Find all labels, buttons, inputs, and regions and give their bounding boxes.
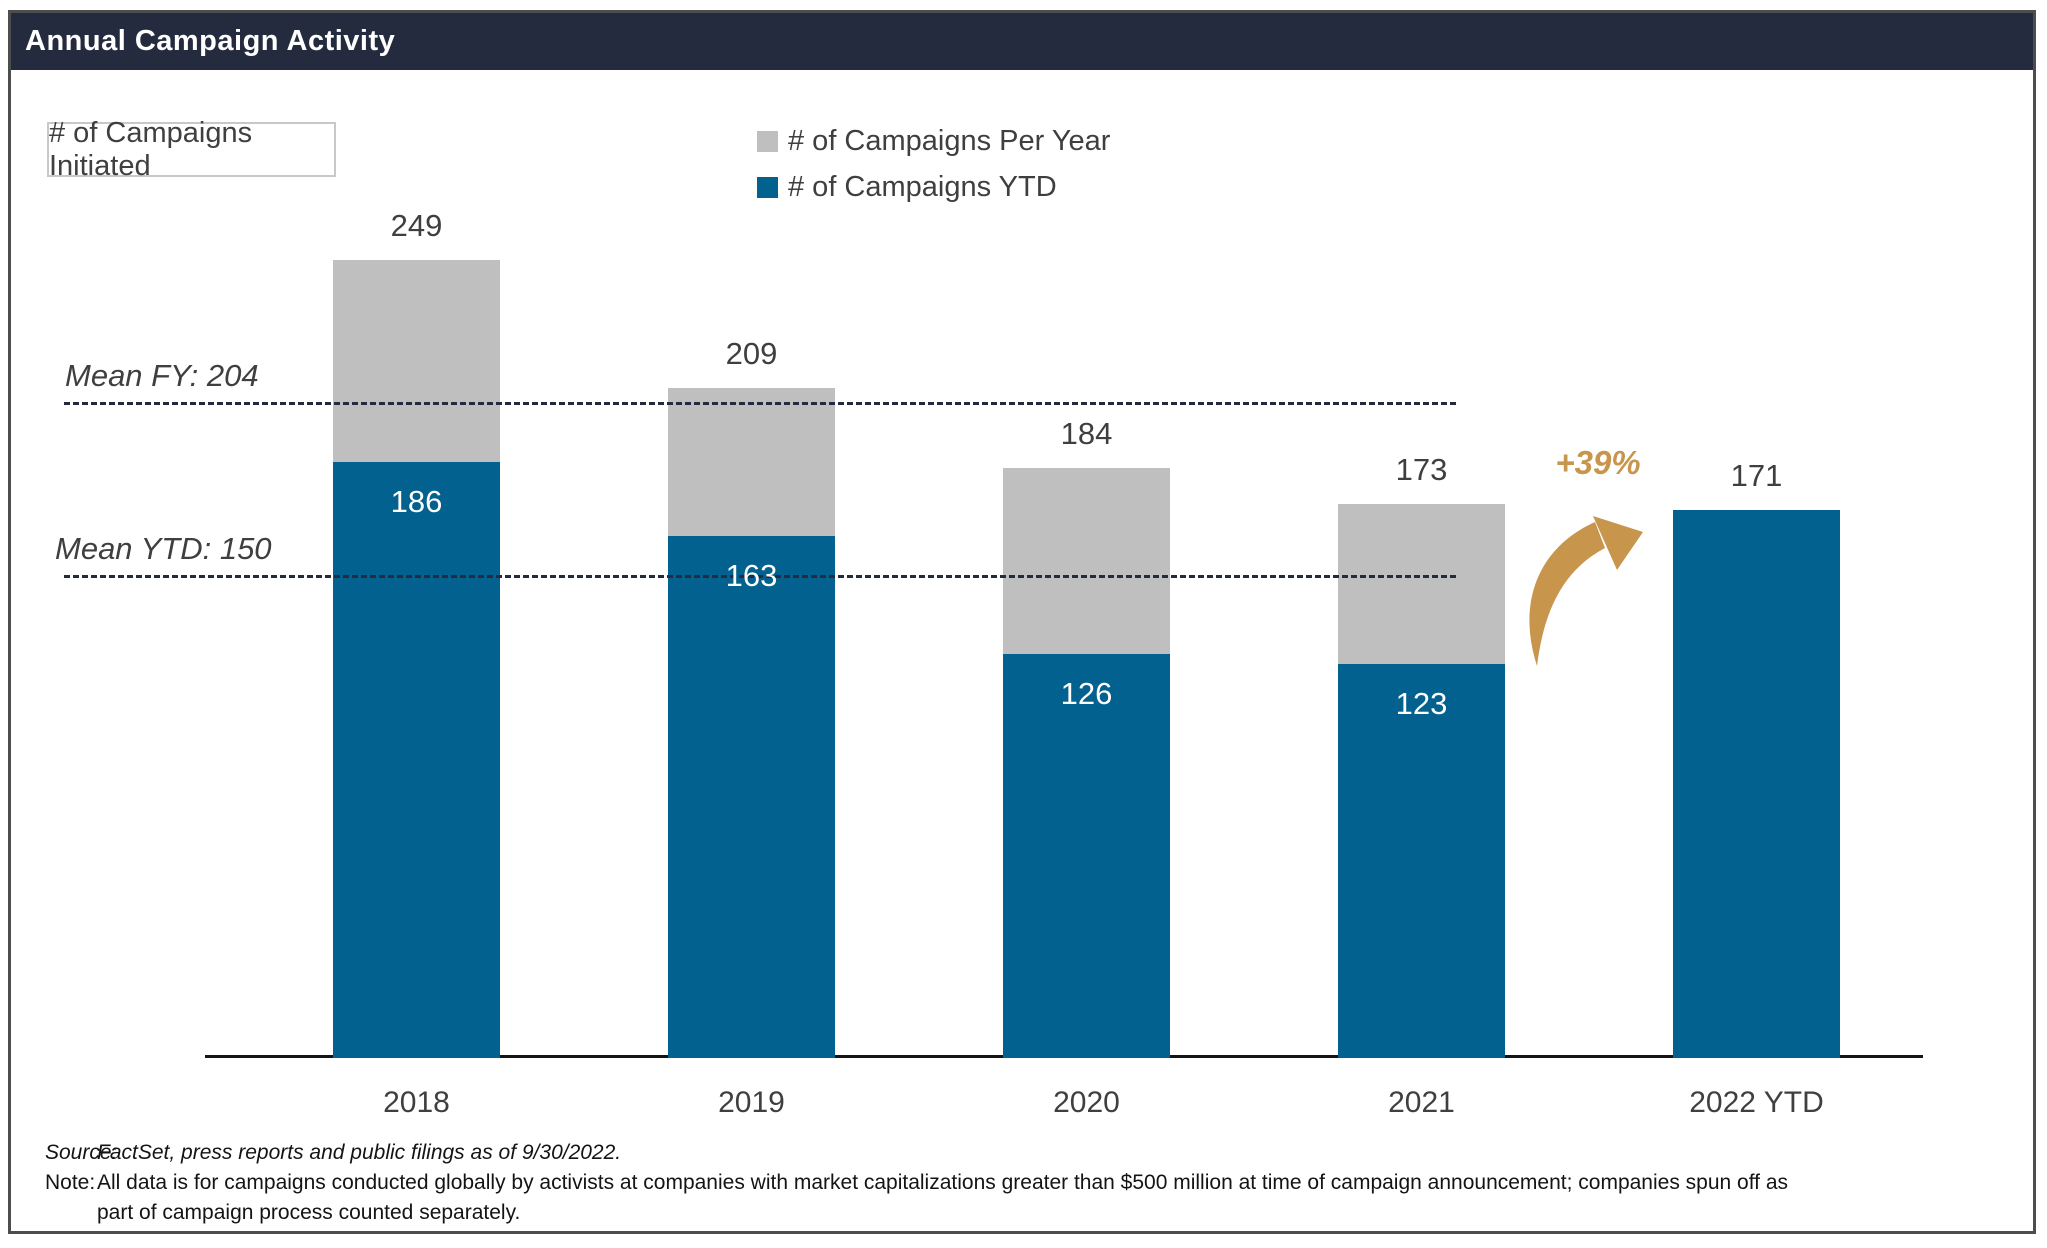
growth-arrow-icon	[1505, 486, 1665, 671]
note-label: Note:	[45, 1171, 96, 1194]
bar-total-label-2020: 184	[1060, 416, 1113, 452]
chart-units-box: # of Campaigns Initiated	[47, 117, 336, 182]
category-label-2019: 2019	[718, 1086, 785, 1119]
bar-fy-segment-2021	[1338, 503, 1505, 664]
bar-ytd-label-2021: 123	[1395, 685, 1448, 721]
source-label: Source:	[45, 1141, 118, 1164]
bar-ytd-segment-2022 YTD	[1673, 509, 1840, 1058]
mean-fy-label: Mean FY: 204	[65, 358, 259, 394]
source-text: FactSet, press reports and public filing…	[97, 1141, 622, 1164]
category-label-2021: 2021	[1388, 1086, 1455, 1119]
note-spacer	[45, 1198, 97, 1228]
bar-ytd-segment-2018	[333, 461, 500, 1058]
bar-total-label-2021: 173	[1395, 451, 1448, 487]
note-text-line-1: All data is for campaigns conducted glob…	[97, 1171, 1789, 1194]
chart-units-label: # of Campaigns Initiated	[49, 116, 253, 182]
legend-swatch-per-year-icon	[757, 130, 778, 152]
bar-ytd-label-2018: 186	[390, 483, 443, 519]
legend-item-ytd: # of Campaigns YTD	[757, 170, 1110, 203]
mean-fy-line	[64, 402, 1456, 406]
footer-notes: Source: FactSet, press reports and publi…	[45, 1138, 1788, 1228]
legend-item-per-year: # of Campaigns Per Year	[757, 124, 1111, 157]
growth-annotation: +39%	[1555, 444, 1641, 481]
category-label-2022 YTD: 2022 YTD	[1689, 1086, 1824, 1119]
bar-ytd-segment-2019	[668, 535, 835, 1058]
category-label-2018: 2018	[383, 1086, 450, 1119]
note-text-line-2: part of campaign process counted separat…	[97, 1201, 521, 1224]
bar-ytd-segment-2020	[1003, 654, 1170, 1058]
bar-ytd-segment-2021	[1338, 663, 1505, 1058]
legend: # of Campaigns Per Year # of Campaigns Y…	[757, 124, 1111, 218]
bar-total-label-2022 YTD: 171	[1730, 457, 1783, 493]
bar-fy-segment-2020	[1003, 468, 1170, 655]
legend-label-per-year: # of Campaigns Per Year	[788, 124, 1111, 157]
mean-ytd-label: Mean YTD: 150	[55, 531, 272, 567]
bar-fy-segment-2018	[333, 260, 500, 462]
bar-total-label-2019: 209	[725, 336, 778, 372]
legend-swatch-ytd-icon	[757, 176, 778, 198]
legend-label-ytd: # of Campaigns YTD	[788, 170, 1057, 203]
header-bar: Annual Campaign Activity	[11, 13, 2036, 70]
bar-ytd-label-2019: 163	[725, 557, 778, 593]
bar-fy-segment-2019	[668, 388, 835, 536]
mean-ytd-line	[64, 575, 1456, 579]
page-title: Annual Campaign Activity	[25, 25, 396, 57]
bar-total-label-2018: 249	[390, 208, 443, 243]
bar-ytd-label-2020: 126	[1060, 676, 1113, 712]
category-label-2020: 2020	[1053, 1086, 1120, 1119]
